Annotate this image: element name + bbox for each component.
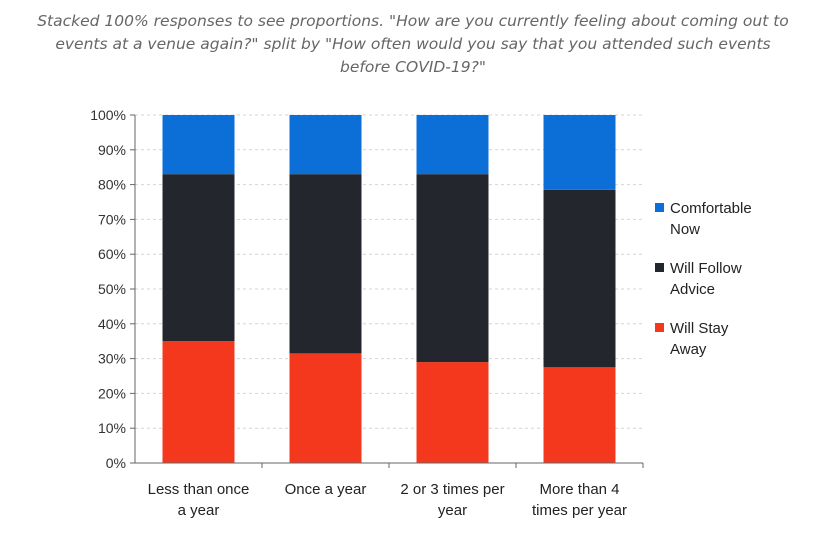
y-tick-label: 0%	[106, 455, 126, 471]
y-tick-label: 70%	[98, 211, 126, 227]
x-tick-label: a year	[178, 502, 220, 519]
legend-label: Advice	[670, 281, 715, 298]
x-tick-label: times per year	[532, 502, 627, 519]
bar-segment	[543, 189, 616, 368]
legend-label: Comfortable	[670, 200, 752, 217]
legend-label: Now	[670, 221, 700, 238]
bar-segment	[162, 174, 235, 342]
bar-segment	[289, 353, 362, 463]
axes: 0% 10% 20% 30% 40% 50% 60% 70% 80% 90% 100% Less th…	[90, 107, 644, 519]
y-tick-label: 50%	[98, 281, 126, 297]
y-tick-label: 10%	[98, 420, 126, 436]
x-tick-label: year	[438, 502, 467, 519]
bars	[162, 115, 616, 463]
bar-segment	[416, 115, 489, 175]
bar-segment	[543, 115, 616, 190]
y-tick-label: 30%	[98, 351, 126, 367]
x-tick-label: Once a year	[285, 481, 367, 498]
bar-segment	[289, 115, 362, 175]
legend-label: Away	[670, 341, 707, 358]
y-tick-label: 40%	[98, 316, 126, 332]
legend-label: Will Stay	[670, 320, 729, 337]
legend-swatch	[655, 203, 664, 212]
bar-segment	[289, 174, 362, 354]
y-tick-label: 90%	[98, 142, 126, 158]
legend-swatch	[655, 323, 664, 332]
y-tick-label: 100%	[90, 107, 126, 123]
x-tick-label: 2 or 3 times per	[400, 481, 504, 498]
x-tick-label: More than 4	[539, 481, 619, 498]
y-tick-label: 60%	[98, 246, 126, 262]
bar-segment	[416, 174, 489, 363]
y-tick-label: 80%	[98, 177, 126, 193]
chart-caption: Stacked 100% responses to see proportion…	[37, 12, 789, 76]
legend-label: Will Follow	[670, 260, 742, 277]
x-tick-label: Less than once	[148, 481, 250, 498]
legend: Comfortable Now Will Follow Advice Will Stay…	[655, 200, 752, 358]
bar-segment	[416, 362, 489, 463]
y-tick-label: 20%	[98, 385, 126, 401]
bar-segment	[162, 341, 235, 463]
bar-segment	[162, 115, 235, 175]
legend-swatch	[655, 263, 664, 272]
bar-segment	[543, 367, 616, 463]
